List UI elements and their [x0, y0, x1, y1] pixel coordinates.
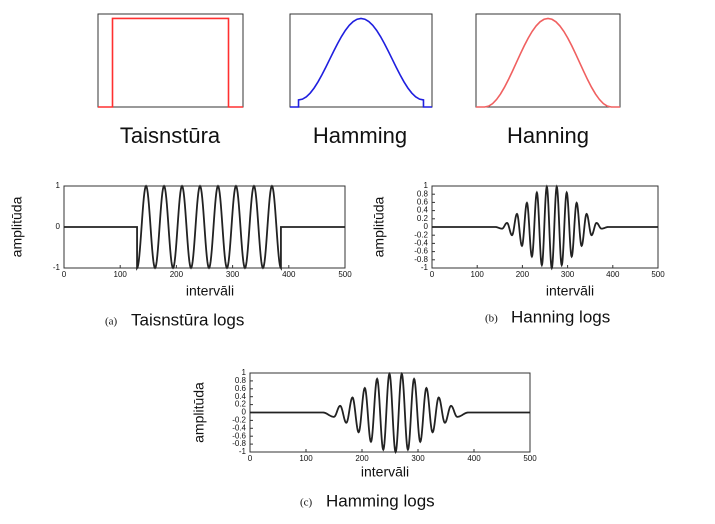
y-tick-label: -1: [421, 263, 429, 272]
y-tick-label: 0.6: [235, 384, 247, 393]
y-tick-label: -0.4: [232, 423, 246, 432]
y-axis-label: amplitūda: [191, 382, 207, 443]
plot-frame: [475, 13, 621, 108]
signal-line: [432, 184, 658, 271]
x-tick-label: 0: [62, 270, 67, 279]
y-tick-label: -0.8: [232, 439, 246, 448]
x-tick-label: 200: [170, 270, 184, 279]
y-tick-label: 0.2: [235, 400, 247, 409]
caption-letter: (c): [300, 497, 313, 509]
x-tick-label: 100: [114, 270, 128, 279]
y-tick-label: 0.2: [417, 214, 429, 223]
x-tick-label: 300: [561, 270, 575, 279]
x-tick-label: 500: [338, 270, 352, 279]
y-tick-label: -0.8: [414, 255, 428, 264]
x-tick-label: 400: [467, 454, 481, 463]
caption: Hamming logs: [326, 491, 435, 510]
x-tick-label: 200: [516, 270, 530, 279]
y-tick-label: 0: [424, 222, 429, 231]
x-tick-label: 500: [523, 454, 537, 463]
plot-frame: [97, 13, 244, 108]
y-tick-label: 0: [242, 408, 247, 417]
x-tick-label: 200: [355, 454, 369, 463]
y-tick-label: 1: [424, 181, 429, 190]
y-tick-label: -0.2: [232, 416, 246, 425]
signal-line: [476, 17, 620, 108]
signal-line: [290, 17, 432, 108]
y-tick-label: -0.4: [414, 239, 428, 248]
y-tick-label: 1: [56, 181, 61, 190]
x-tick-label: 300: [411, 454, 425, 463]
x-tick-label: 400: [282, 270, 296, 279]
x-tick-label: 0: [430, 270, 435, 279]
y-tick-label: -0.6: [414, 247, 428, 256]
x-tick-label: 0: [248, 454, 253, 463]
y-tick-label: -1: [53, 263, 61, 272]
x-axis-label: intervāli: [546, 283, 594, 299]
y-tick-label: 1: [242, 368, 247, 377]
x-axis-label: intervāli: [186, 283, 234, 299]
caption: Hanning logs: [511, 307, 610, 326]
y-tick-label: -0.6: [232, 431, 246, 440]
y-axis-label: amplitūda: [371, 196, 387, 257]
x-axis-label: intervāli: [361, 464, 409, 480]
signal-line: [64, 184, 345, 271]
y-tick-label: 0.6: [417, 198, 429, 207]
signal-line: [98, 17, 243, 108]
plot-frame: [289, 13, 433, 108]
x-tick-label: 100: [299, 454, 313, 463]
x-tick-label: 400: [606, 270, 620, 279]
y-tick-label: 0.4: [417, 206, 429, 215]
y-axis-label: amplitūda: [9, 196, 25, 257]
caption-letter: (a): [105, 316, 118, 328]
signal-line: [250, 371, 530, 454]
window-title: Taisnstūra: [120, 123, 221, 148]
caption: Taisnstūra logs: [131, 310, 244, 329]
x-tick-label: 500: [651, 270, 665, 279]
y-tick-label: -0.2: [414, 230, 428, 239]
y-tick-label: 0.8: [235, 376, 247, 385]
x-tick-label: 100: [471, 270, 485, 279]
y-tick-label: 0.4: [235, 392, 247, 401]
y-tick-label: 0.8: [417, 189, 429, 198]
window-title: Hamming: [313, 123, 407, 148]
window-title: Hanning: [507, 123, 589, 148]
caption-letter: (b): [485, 313, 498, 325]
y-tick-label: -1: [239, 447, 247, 456]
y-tick-label: 0: [56, 222, 61, 231]
x-tick-label: 300: [226, 270, 240, 279]
